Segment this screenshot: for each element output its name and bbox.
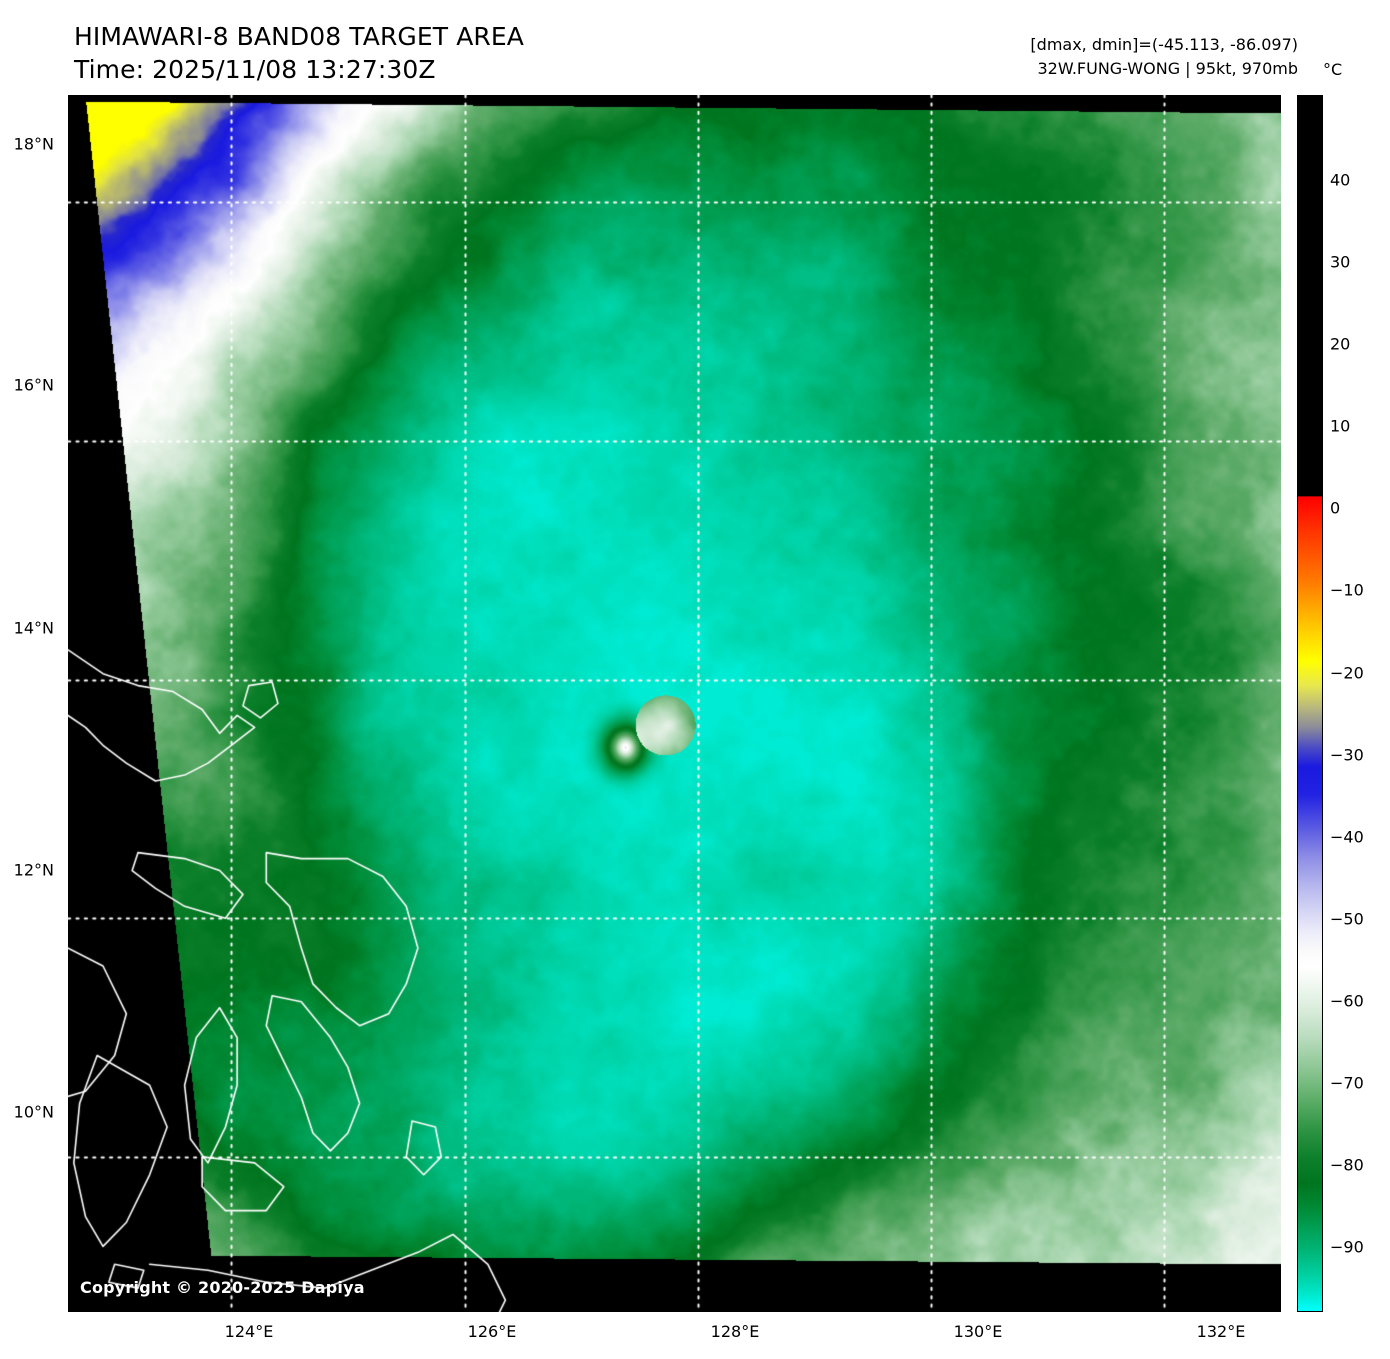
header-left-block: HIMAWARI-8 BAND08 TARGET AREA Time: 2025…	[74, 20, 874, 86]
storm-info-label: 32W.FUNG-WONG | 95kt, 970mb	[1037, 59, 1298, 78]
satellite-infrared-canvas	[68, 95, 1281, 1312]
temperature-colorbar[interactable]	[1297, 95, 1323, 1312]
colorbar-tick-label: 30	[1330, 252, 1351, 272]
colorbar-unit-label: °C	[1323, 60, 1343, 79]
xtick-label: 130°E	[953, 1322, 1003, 1341]
dminmax-label: [dmax, dmin]=(-45.113, -86.097)	[1030, 35, 1298, 54]
colorbar-tick-label: −40	[1330, 827, 1364, 847]
page-title: HIMAWARI-8 BAND08 TARGET AREA	[74, 22, 524, 51]
colorbar-tick-label: 40	[1330, 170, 1351, 190]
ytick-label: 10°N	[13, 1102, 54, 1122]
colorbar-tick-label: −90	[1330, 1237, 1364, 1257]
copyright-label: Copyright © 2020-2025 Dapiya	[80, 1278, 365, 1297]
colorbar-tick-label: −10	[1330, 580, 1364, 600]
xtick-label: 124°E	[224, 1322, 274, 1341]
timestamp-label: Time: 2025/11/08 13:27:30Z	[74, 55, 436, 84]
xtick-label: 132°E	[1196, 1322, 1246, 1341]
colorbar-tick-label: 0	[1330, 498, 1341, 518]
ytick-label: 14°N	[13, 618, 54, 638]
ytick-label: 12°N	[13, 860, 54, 880]
colorbar-tick-label: −50	[1330, 909, 1364, 929]
colorbar-tick-label: 10	[1330, 416, 1351, 436]
colorbar-tick-label: 20	[1330, 334, 1351, 354]
satellite-image-plot[interactable]	[68, 95, 1281, 1312]
header-right-block: [dmax, dmin]=(-45.113, -86.097) 32W.FUNG…	[1030, 33, 1298, 81]
ytick-label: 16°N	[13, 375, 54, 395]
colorbar-tick-label: −20	[1330, 663, 1364, 683]
xtick-label: 126°E	[467, 1322, 517, 1341]
xtick-label: 128°E	[710, 1322, 760, 1341]
colorbar-tick-label: −30	[1330, 745, 1364, 765]
colorbar-tick-label: −60	[1330, 991, 1364, 1011]
colorbar-tick-label: −70	[1330, 1073, 1364, 1093]
ytick-label: 18°N	[13, 134, 54, 154]
colorbar-tick-label: −80	[1330, 1155, 1364, 1175]
latitude-axis: 18°N 16°N 14°N 12°N 10°N	[0, 0, 62, 1359]
